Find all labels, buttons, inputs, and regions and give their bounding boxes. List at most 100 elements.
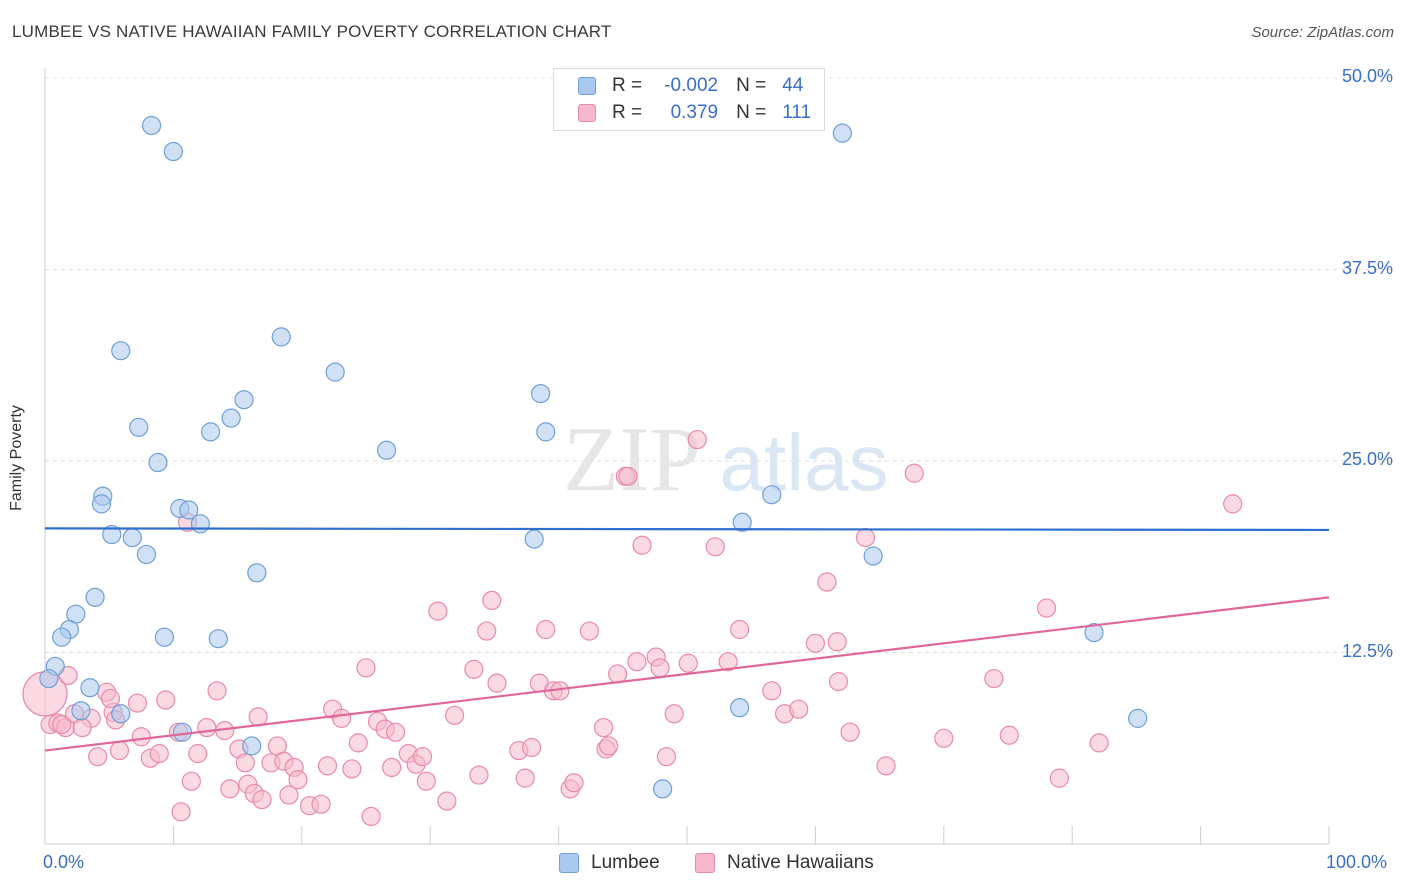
native-hawaiians-point (88, 747, 108, 767)
native-hawaiians-point (469, 765, 489, 785)
native-hawaiians-point (109, 740, 130, 761)
legend-item-native-hawaiians[interactable]: Native Hawaiians (695, 852, 874, 874)
native-hawaiians-point (627, 652, 647, 672)
lumbee-point (172, 722, 192, 742)
native-hawaiians-point (805, 633, 826, 653)
native-hawaiians-point (536, 619, 556, 640)
y-tick-label: 37.5% (1341, 257, 1393, 278)
native-hawaiians-point (999, 725, 1019, 745)
lumbee-point (190, 514, 210, 534)
native-hawaiians-point (515, 768, 535, 788)
lumbee-point (531, 383, 551, 404)
native-hawaiians-point (72, 717, 92, 738)
native-hawaiians-point (1089, 733, 1109, 753)
lumbee-point (201, 422, 221, 442)
y-tick-label: 12.5% (1341, 640, 1393, 661)
lumbee-point (653, 779, 673, 799)
lumbee-point (234, 390, 254, 410)
source-credit: Source: ZipAtlas.com (1251, 24, 1394, 41)
native-hawaiians-point (593, 717, 614, 738)
lumbee-point (111, 341, 131, 361)
native-hawaiians-point (817, 572, 837, 592)
n-label: N = (736, 102, 767, 123)
lumbee-point (80, 678, 100, 698)
lumbee-point (325, 362, 345, 382)
native-hawaiians-point (131, 727, 151, 747)
native-hawaiians-point (579, 621, 600, 641)
legend-row-lumbee: R = -0.002 N = 44 (578, 75, 803, 97)
native-hawaiians-point (311, 794, 331, 814)
native-hawaiians-point (100, 688, 121, 709)
r-label: R = (612, 102, 643, 123)
native-hawaiians-point (632, 535, 652, 555)
legend-row-native-hawaiians: R = 0.379 N = 111 (578, 102, 811, 124)
native-hawaiians-point (437, 791, 457, 811)
y-tick-label: 50.0% (1341, 66, 1393, 86)
lumbee-point (91, 494, 112, 514)
legend-item-lumbee[interactable]: Lumbee (559, 852, 660, 874)
legend-label-native-hawaiians: Native Hawaiians (727, 852, 874, 873)
native-hawaiians-point (599, 736, 619, 756)
native-hawaiians-point (207, 681, 227, 701)
native-hawaiians-point (171, 802, 191, 822)
native-hawaiians-point (416, 771, 436, 791)
lumbee-point (524, 529, 544, 549)
native-hawaiians-swatch (695, 853, 715, 873)
native-hawaiians-point (608, 664, 628, 684)
x-tick-max: 100.0% (1326, 852, 1388, 872)
native-hawaiians-point (464, 659, 484, 679)
native-hawaiians-point (252, 789, 272, 810)
lumbee-point (221, 408, 241, 428)
native-hawaiians-point (678, 653, 698, 673)
lumbee-point (208, 629, 228, 649)
native-hawaiians-trend-line (44, 596, 1330, 752)
native-hawaiians-point (564, 773, 584, 793)
lumbee-point (85, 587, 105, 607)
native-hawaiians-point (197, 717, 217, 738)
native-hawaiians-point (1036, 598, 1057, 618)
native-hawaiians-point (730, 619, 750, 640)
native-hawaiians-point (904, 463, 924, 483)
native-hawaiians-point (385, 722, 406, 742)
watermark-atlas: atlas (720, 418, 889, 507)
native-hawaiians-swatch (578, 104, 596, 122)
lumbee-point (39, 668, 59, 689)
lumbee-point (732, 512, 752, 532)
lumbee-point (242, 736, 262, 756)
native-hawaiians-point (876, 756, 896, 776)
native-hawaiians-point (934, 728, 954, 748)
lumbee-point (376, 440, 397, 460)
legend-label-lumbee: Lumbee (591, 852, 660, 873)
lumbee-point (1084, 622, 1104, 643)
native-hawaiians-point (664, 704, 684, 724)
native-hawaiians-point (332, 708, 352, 728)
trend-lines (44, 527, 1330, 752)
native-hawaiians-point (428, 601, 448, 621)
native-hawaiians-point (1049, 768, 1069, 788)
native-hawaiians-point (149, 744, 169, 764)
native-hawaiians-point (382, 757, 402, 778)
x-tick-min: 0.0% (43, 852, 85, 872)
lumbee-points (39, 115, 1148, 799)
series-legend: Lumbee Native Hawaiians (0, 852, 1406, 876)
native-hawaiians-point (650, 658, 670, 678)
native-hawaiians-point (317, 756, 338, 776)
native-hawaiians-point (482, 590, 502, 611)
native-hawaiians-point (356, 658, 376, 678)
n-label: N = (736, 75, 767, 96)
native-hawaiians-point (718, 652, 738, 672)
native-hawaiians-point (220, 779, 240, 799)
lumbee-point (863, 546, 883, 566)
lumbee-r-value: -0.002 (664, 75, 719, 96)
watermark: ZIP atlas (563, 408, 888, 510)
native-hawaiians-point (361, 806, 381, 827)
lumbee-point (163, 141, 183, 162)
lumbee-point (154, 627, 175, 647)
lumbee-point (179, 500, 199, 520)
native-hawaiians-point (840, 722, 860, 742)
native-hawaiians-point (52, 714, 72, 735)
r-label: R = (612, 75, 643, 96)
lumbee-point (71, 701, 91, 721)
native-hawaiians-point (705, 537, 725, 557)
